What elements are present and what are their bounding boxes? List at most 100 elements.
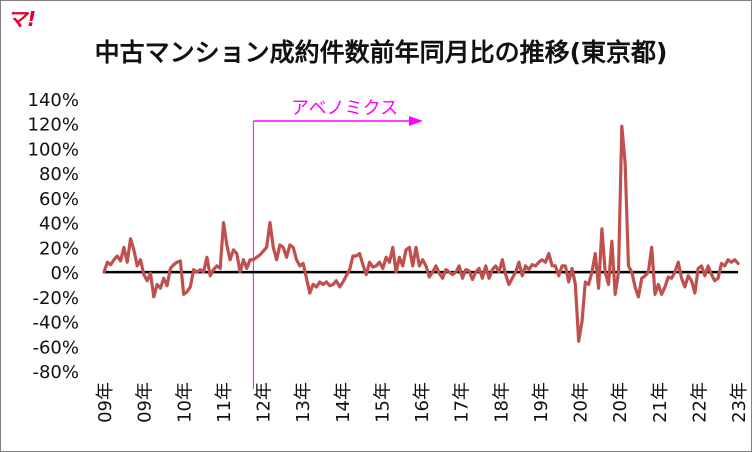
data-point xyxy=(667,276,669,278)
data-point xyxy=(103,271,105,273)
data-point xyxy=(455,271,457,273)
x-tick-label: 09年 xyxy=(95,382,116,423)
data-point xyxy=(359,253,361,255)
data-point xyxy=(677,261,679,263)
x-tick-label: 18年 xyxy=(491,382,512,423)
data-point xyxy=(123,247,125,249)
data-point xyxy=(508,284,510,286)
data-point xyxy=(731,261,733,263)
data-point xyxy=(153,296,155,298)
data-point xyxy=(229,259,231,261)
data-point xyxy=(644,275,646,277)
data-point xyxy=(528,269,530,271)
data-point xyxy=(170,268,172,270)
data-point xyxy=(140,259,142,261)
data-point xyxy=(150,273,152,275)
y-tick-label: 60% xyxy=(39,189,79,210)
data-point xyxy=(180,260,182,262)
data-point xyxy=(621,125,623,127)
x-tick-label: 14年 xyxy=(333,382,354,423)
data-point xyxy=(681,277,683,279)
data-point xyxy=(661,294,663,296)
data-point xyxy=(737,263,739,265)
data-point xyxy=(282,247,284,249)
data-point xyxy=(316,286,318,288)
data-point xyxy=(369,261,371,263)
data-point xyxy=(598,287,600,289)
data-point xyxy=(279,244,281,246)
annotation-arrow-head xyxy=(409,116,423,126)
data-point xyxy=(176,261,178,263)
data-point xyxy=(684,286,686,288)
data-point xyxy=(259,254,261,256)
data-point xyxy=(425,265,427,267)
y-axis: -80% -60% -40% -20% 0% 20% 40% 60% 80% 100% 120% 14… xyxy=(28,90,79,383)
x-tick-label: 09年 xyxy=(135,382,156,423)
data-point xyxy=(352,255,354,257)
data-point xyxy=(196,271,198,273)
y-tick-label: -60% xyxy=(32,337,79,358)
data-point xyxy=(488,277,490,279)
x-tick-label: 20年 xyxy=(571,382,592,423)
data-point xyxy=(648,271,650,273)
data-point xyxy=(638,296,640,298)
series-line xyxy=(102,124,740,343)
data-point xyxy=(309,292,311,294)
annotation: アベノミクス xyxy=(252,98,423,389)
data-point xyxy=(405,249,407,251)
data-point xyxy=(332,284,334,286)
y-tick-label: 40% xyxy=(39,214,79,235)
data-point xyxy=(445,269,447,271)
data-point xyxy=(631,271,633,273)
data-point xyxy=(173,264,175,266)
data-point xyxy=(548,253,550,255)
data-point xyxy=(465,269,467,271)
data-point xyxy=(372,266,374,268)
data-point xyxy=(448,271,450,273)
data-point xyxy=(611,240,613,242)
data-point xyxy=(571,268,573,270)
data-point xyxy=(664,286,666,288)
data-point xyxy=(272,247,274,249)
data-point xyxy=(531,264,533,266)
data-point xyxy=(505,274,507,276)
data-point xyxy=(306,277,308,279)
data-point xyxy=(565,265,567,267)
y-tick-label: 0% xyxy=(50,263,79,284)
data-point xyxy=(492,269,494,271)
data-point xyxy=(263,250,265,252)
data-point xyxy=(143,274,145,276)
data-point xyxy=(110,264,112,266)
data-point xyxy=(395,271,397,273)
data-point xyxy=(113,259,115,261)
data-point xyxy=(714,280,716,282)
data-point xyxy=(422,259,424,261)
data-point xyxy=(365,274,367,276)
data-point xyxy=(226,244,228,246)
x-tick-label: 11年 xyxy=(214,382,235,423)
data-point xyxy=(697,268,699,270)
data-point xyxy=(289,244,291,246)
data-point xyxy=(236,253,238,255)
data-point xyxy=(555,265,557,267)
x-tick-label: 23年 xyxy=(729,382,750,423)
data-point xyxy=(518,261,520,263)
x-tick-label: 16年 xyxy=(412,382,433,423)
data-point xyxy=(349,269,351,271)
data-point xyxy=(618,271,620,273)
data-point xyxy=(538,261,540,263)
data-point xyxy=(541,259,543,261)
data-point xyxy=(585,281,587,283)
data-point xyxy=(160,287,162,289)
data-point xyxy=(415,247,417,249)
x-tick-label: 12年 xyxy=(254,382,275,423)
data-point xyxy=(209,275,211,277)
data-point xyxy=(674,271,676,273)
data-point xyxy=(266,247,268,249)
data-point xyxy=(133,249,135,251)
data-point xyxy=(302,263,304,265)
data-point xyxy=(219,268,221,270)
data-point xyxy=(704,275,706,277)
data-point xyxy=(575,284,577,286)
data-point xyxy=(485,265,487,267)
